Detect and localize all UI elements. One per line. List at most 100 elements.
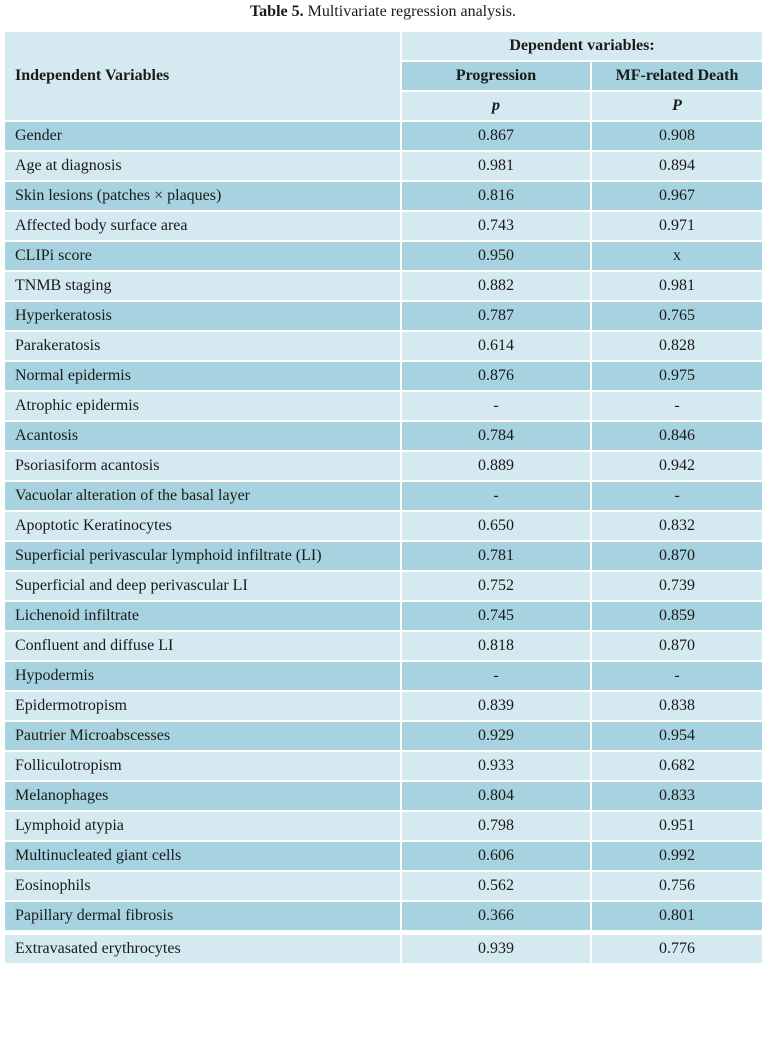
mf-death-p-cell: 0.833	[589, 780, 765, 812]
table-row: Pautrier Microabscesses 0.929 0.954	[3, 720, 765, 752]
mf-death-p-cell: 0.967	[589, 180, 765, 212]
table-row: Eosinophils 0.562 0.756	[3, 870, 765, 902]
table-row: Papillary dermal fibrosis 0.366 0.801	[3, 900, 765, 934]
variable-name-cell: Affected body surface area	[3, 210, 402, 242]
independent-variables-header: Independent Variables	[3, 30, 402, 122]
table-row: Superficial perivascular lymphoid infilt…	[3, 540, 765, 572]
table-row: Epidermotropism 0.839 0.838	[3, 690, 765, 722]
progression-p-cell: 0.876	[400, 360, 592, 392]
table-row: Folliculotropism 0.933 0.682	[3, 750, 765, 782]
variable-name-cell: Multinucleated giant cells	[3, 840, 402, 872]
mf-death-p-cell: 0.870	[589, 630, 765, 662]
variable-name-cell: CLIPi score	[3, 240, 402, 272]
mf-death-header: MF-related Death	[589, 60, 765, 92]
variable-name-cell: Skin lesions (patches × plaques)	[3, 180, 402, 212]
progression-p-cell: 0.650	[400, 510, 592, 542]
table-row: Confluent and diffuse LI 0.818 0.870	[3, 630, 765, 662]
mf-death-p-cell: 0.756	[589, 870, 765, 902]
table-title: Multivariate regression analysis.	[303, 3, 517, 20]
variable-name-cell: Superficial perivascular lymphoid infilt…	[3, 540, 402, 572]
variable-name-cell: Pautrier Microabscesses	[3, 720, 402, 752]
mf-death-p-cell: 0.859	[589, 600, 765, 632]
table-row: Lymphoid atypia 0.798 0.951	[3, 810, 765, 842]
progression-p-cell: 0.798	[400, 810, 592, 842]
table-row: Superficial and deep perivascular LI 0.75…	[3, 570, 765, 602]
mf-death-p-cell: 0.838	[589, 690, 765, 722]
header-row-p: p P	[4, 90, 765, 122]
table-row: Hyperkeratosis 0.787 0.765	[3, 300, 765, 332]
table-number: Table 5.	[249, 3, 304, 20]
progression-p-cell: 0.950	[400, 240, 592, 272]
progression-p-cell: 0.784	[400, 420, 592, 452]
mf-death-p-cell: 0.954	[589, 720, 765, 752]
variable-name-cell: Parakeratosis	[3, 330, 402, 362]
progression-p-cell: 0.781	[400, 540, 592, 572]
progression-p-cell: 0.787	[400, 300, 592, 332]
progression-p-cell: 0.889	[400, 450, 592, 482]
variable-name-cell: Normal epidermis	[3, 360, 402, 392]
progression-p-cell: 0.562	[400, 870, 592, 902]
table-row: TNMB staging 0.882 0.981	[3, 270, 765, 302]
header-row-top: Independent Variables Dependent variable…	[3, 30, 765, 122]
table-row: Hypodermis - -	[3, 660, 765, 692]
table-row: Parakeratosis 0.614 0.828	[3, 330, 765, 362]
progression-p-cell: 0.939	[400, 930, 592, 965]
progression-p-cell: 0.818	[400, 630, 592, 662]
table-row: Age at diagnosis 0.981 0.894	[3, 150, 765, 182]
table-row: Atrophic epidermis - -	[3, 390, 765, 422]
table-row: Affected body surface area 0.743 0.971	[3, 210, 765, 242]
mf-death-p-cell: 0.870	[589, 540, 765, 572]
mf-death-p-cell: -	[589, 480, 765, 512]
mf-death-p-cell: 0.992	[589, 840, 765, 872]
variable-name-cell: Gender	[3, 120, 402, 152]
variable-name-cell: Eosinophils	[3, 870, 402, 902]
mf-death-p-cell: 0.828	[589, 330, 765, 362]
table-row: Apoptotic Keratinocytes 0.650 0.832	[3, 510, 765, 542]
variable-name-cell: Apoptotic Keratinocytes	[3, 510, 402, 542]
mf-death-p-cell: 0.975	[589, 360, 765, 392]
progression-p-cell: 0.745	[400, 600, 592, 632]
dependent-variables-header: Dependent variables:	[399, 30, 765, 62]
variable-name-cell: Epidermotropism	[3, 690, 402, 722]
progression-p-cell: 0.933	[400, 750, 592, 782]
variable-name-cell: Papillary dermal fibrosis	[3, 900, 402, 934]
mf-death-p-cell: 0.682	[589, 750, 765, 782]
progression-p-cell: 0.839	[400, 690, 592, 722]
variable-name-cell: Atrophic epidermis	[3, 390, 402, 422]
variable-name-cell: Acantosis	[3, 420, 402, 452]
variable-name-cell: Hyperkeratosis	[3, 300, 402, 332]
table-row: Normal epidermis 0.876 0.975	[3, 360, 765, 392]
progression-p-cell: 0.743	[400, 210, 592, 242]
variable-name-cell: Extravasated erythrocytes	[3, 930, 402, 965]
table-caption: Table 5. Multivariate regression analysi…	[0, 2, 766, 22]
progression-p-cell: -	[400, 480, 592, 512]
mf-death-p-cell: 0.951	[589, 810, 765, 842]
table-row: Acantosis 0.784 0.846	[3, 420, 765, 452]
mf-death-p-header: P	[589, 90, 765, 122]
table-row: Melanophages 0.804 0.833	[3, 780, 765, 812]
mf-death-p-cell: 0.908	[589, 120, 765, 152]
table-row: Lichenoid infiltrate 0.745 0.859	[3, 600, 765, 632]
variable-name-cell: Superficial and deep perivascular LI	[3, 570, 402, 602]
mf-death-p-cell: 0.739	[589, 570, 765, 602]
mf-death-p-cell: 0.846	[589, 420, 765, 452]
variable-name-cell: Folliculotropism	[3, 750, 402, 782]
progression-p-cell: 0.366	[400, 900, 592, 934]
mf-death-p-cell: 0.832	[589, 510, 765, 542]
mf-death-p-cell: x	[589, 240, 765, 272]
table-row: Vacuolar alteration of the basal layer - -	[3, 480, 765, 512]
variable-name-cell: Psoriasiform acantosis	[3, 450, 402, 482]
mf-death-p-cell: 0.801	[589, 900, 765, 934]
table-row: Psoriasiform acantosis 0.889 0.942	[3, 450, 765, 482]
mf-death-p-cell: 0.981	[589, 270, 765, 302]
variable-name-cell: Lymphoid atypia	[3, 810, 402, 842]
mf-death-p-cell: 0.765	[589, 300, 765, 332]
progression-p-header: p	[400, 90, 592, 122]
regression-table: Independent Variables Dependent variable…	[3, 30, 765, 965]
progression-p-cell: -	[400, 390, 592, 422]
variable-name-cell: Hypodermis	[3, 660, 402, 692]
progression-p-cell: 0.752	[400, 570, 592, 602]
progression-p-cell: 0.981	[400, 150, 592, 182]
progression-p-cell: 0.816	[400, 180, 592, 212]
table-row: CLIPi score 0.950 x	[3, 240, 765, 272]
